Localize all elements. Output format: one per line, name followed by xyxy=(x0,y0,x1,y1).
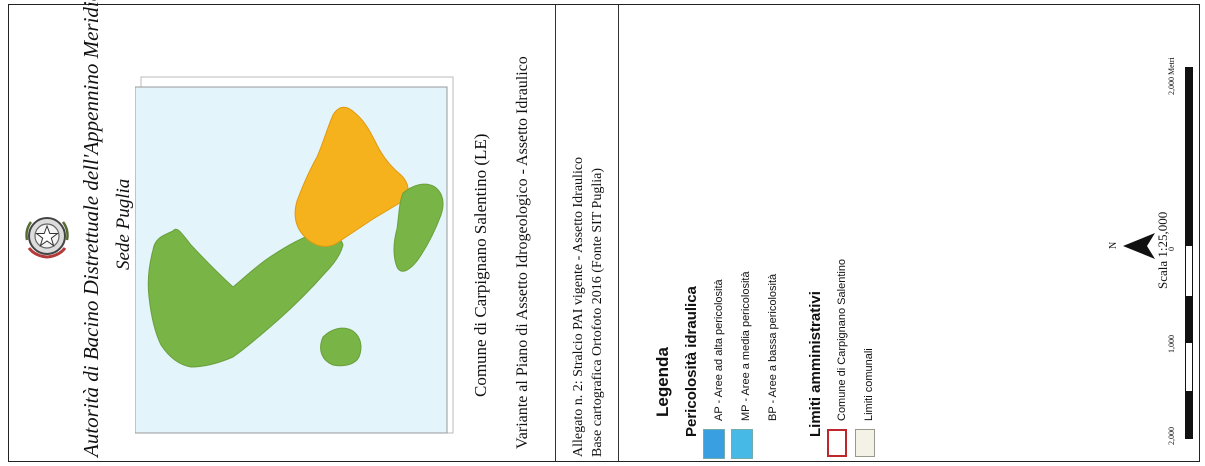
legend-title: Legenda xyxy=(653,347,672,417)
admin-swatch-limiti xyxy=(855,429,875,457)
scale-bar-segment xyxy=(1186,343,1192,391)
island-south xyxy=(320,327,362,367)
map-frame xyxy=(135,76,454,434)
carpignano-salentino-area xyxy=(294,106,409,247)
admin-title: Limiti amministrativi xyxy=(807,291,824,437)
scale-bar-segment xyxy=(1186,246,1192,296)
divider-1 xyxy=(555,5,556,461)
divider-2 xyxy=(618,5,619,461)
hazard-swatch-ap xyxy=(703,429,725,459)
scale-tick-zero: 0 xyxy=(1167,247,1176,251)
hazard-label-bp: BP - Aree a bassa pericolosità xyxy=(767,273,779,421)
scale-tick-left: 2,000 xyxy=(1167,427,1176,445)
admin-swatch-comune xyxy=(827,429,847,457)
hazard-label-mp: MP - Aree a media pericolosità xyxy=(740,271,752,421)
map-sheet: Autorità di Bacino Distrettuale dell'App… xyxy=(8,0,1200,462)
authority-seat: Sede Puglia xyxy=(113,178,134,270)
allegato-source: Base cartografica Ortofoto 2016 (Fonte S… xyxy=(590,167,605,457)
north-label: N xyxy=(1108,241,1119,249)
scale-tick-right: 2,000 Metri xyxy=(1167,57,1176,95)
hazard-label-ap: AP - Aree ad alta pericolosità xyxy=(713,279,725,421)
scale-tick-mid: 1,000 xyxy=(1167,335,1176,353)
authority-name: Autorità di Bacino Distrettuale dell'App… xyxy=(79,0,103,457)
allegato-title: Allegato n. 2: Stralcio PAI vigente - As… xyxy=(571,156,586,457)
title-comune: Comune di Carpignano Salentino (LE) xyxy=(471,133,490,397)
hazard-swatch-mp xyxy=(731,429,753,459)
island-east xyxy=(393,183,444,272)
emblem-icon xyxy=(25,217,69,259)
admin-label-limiti: Limiti comunali xyxy=(863,348,875,421)
north-arrow-icon xyxy=(1123,233,1155,259)
title-variante: Variante al Piano di Assetto Idrogeologi… xyxy=(514,56,531,449)
admin-label-comune: Comune di Carpignano Salentino xyxy=(836,258,848,421)
hazard-title: Pericolosità idraulica xyxy=(683,286,700,437)
